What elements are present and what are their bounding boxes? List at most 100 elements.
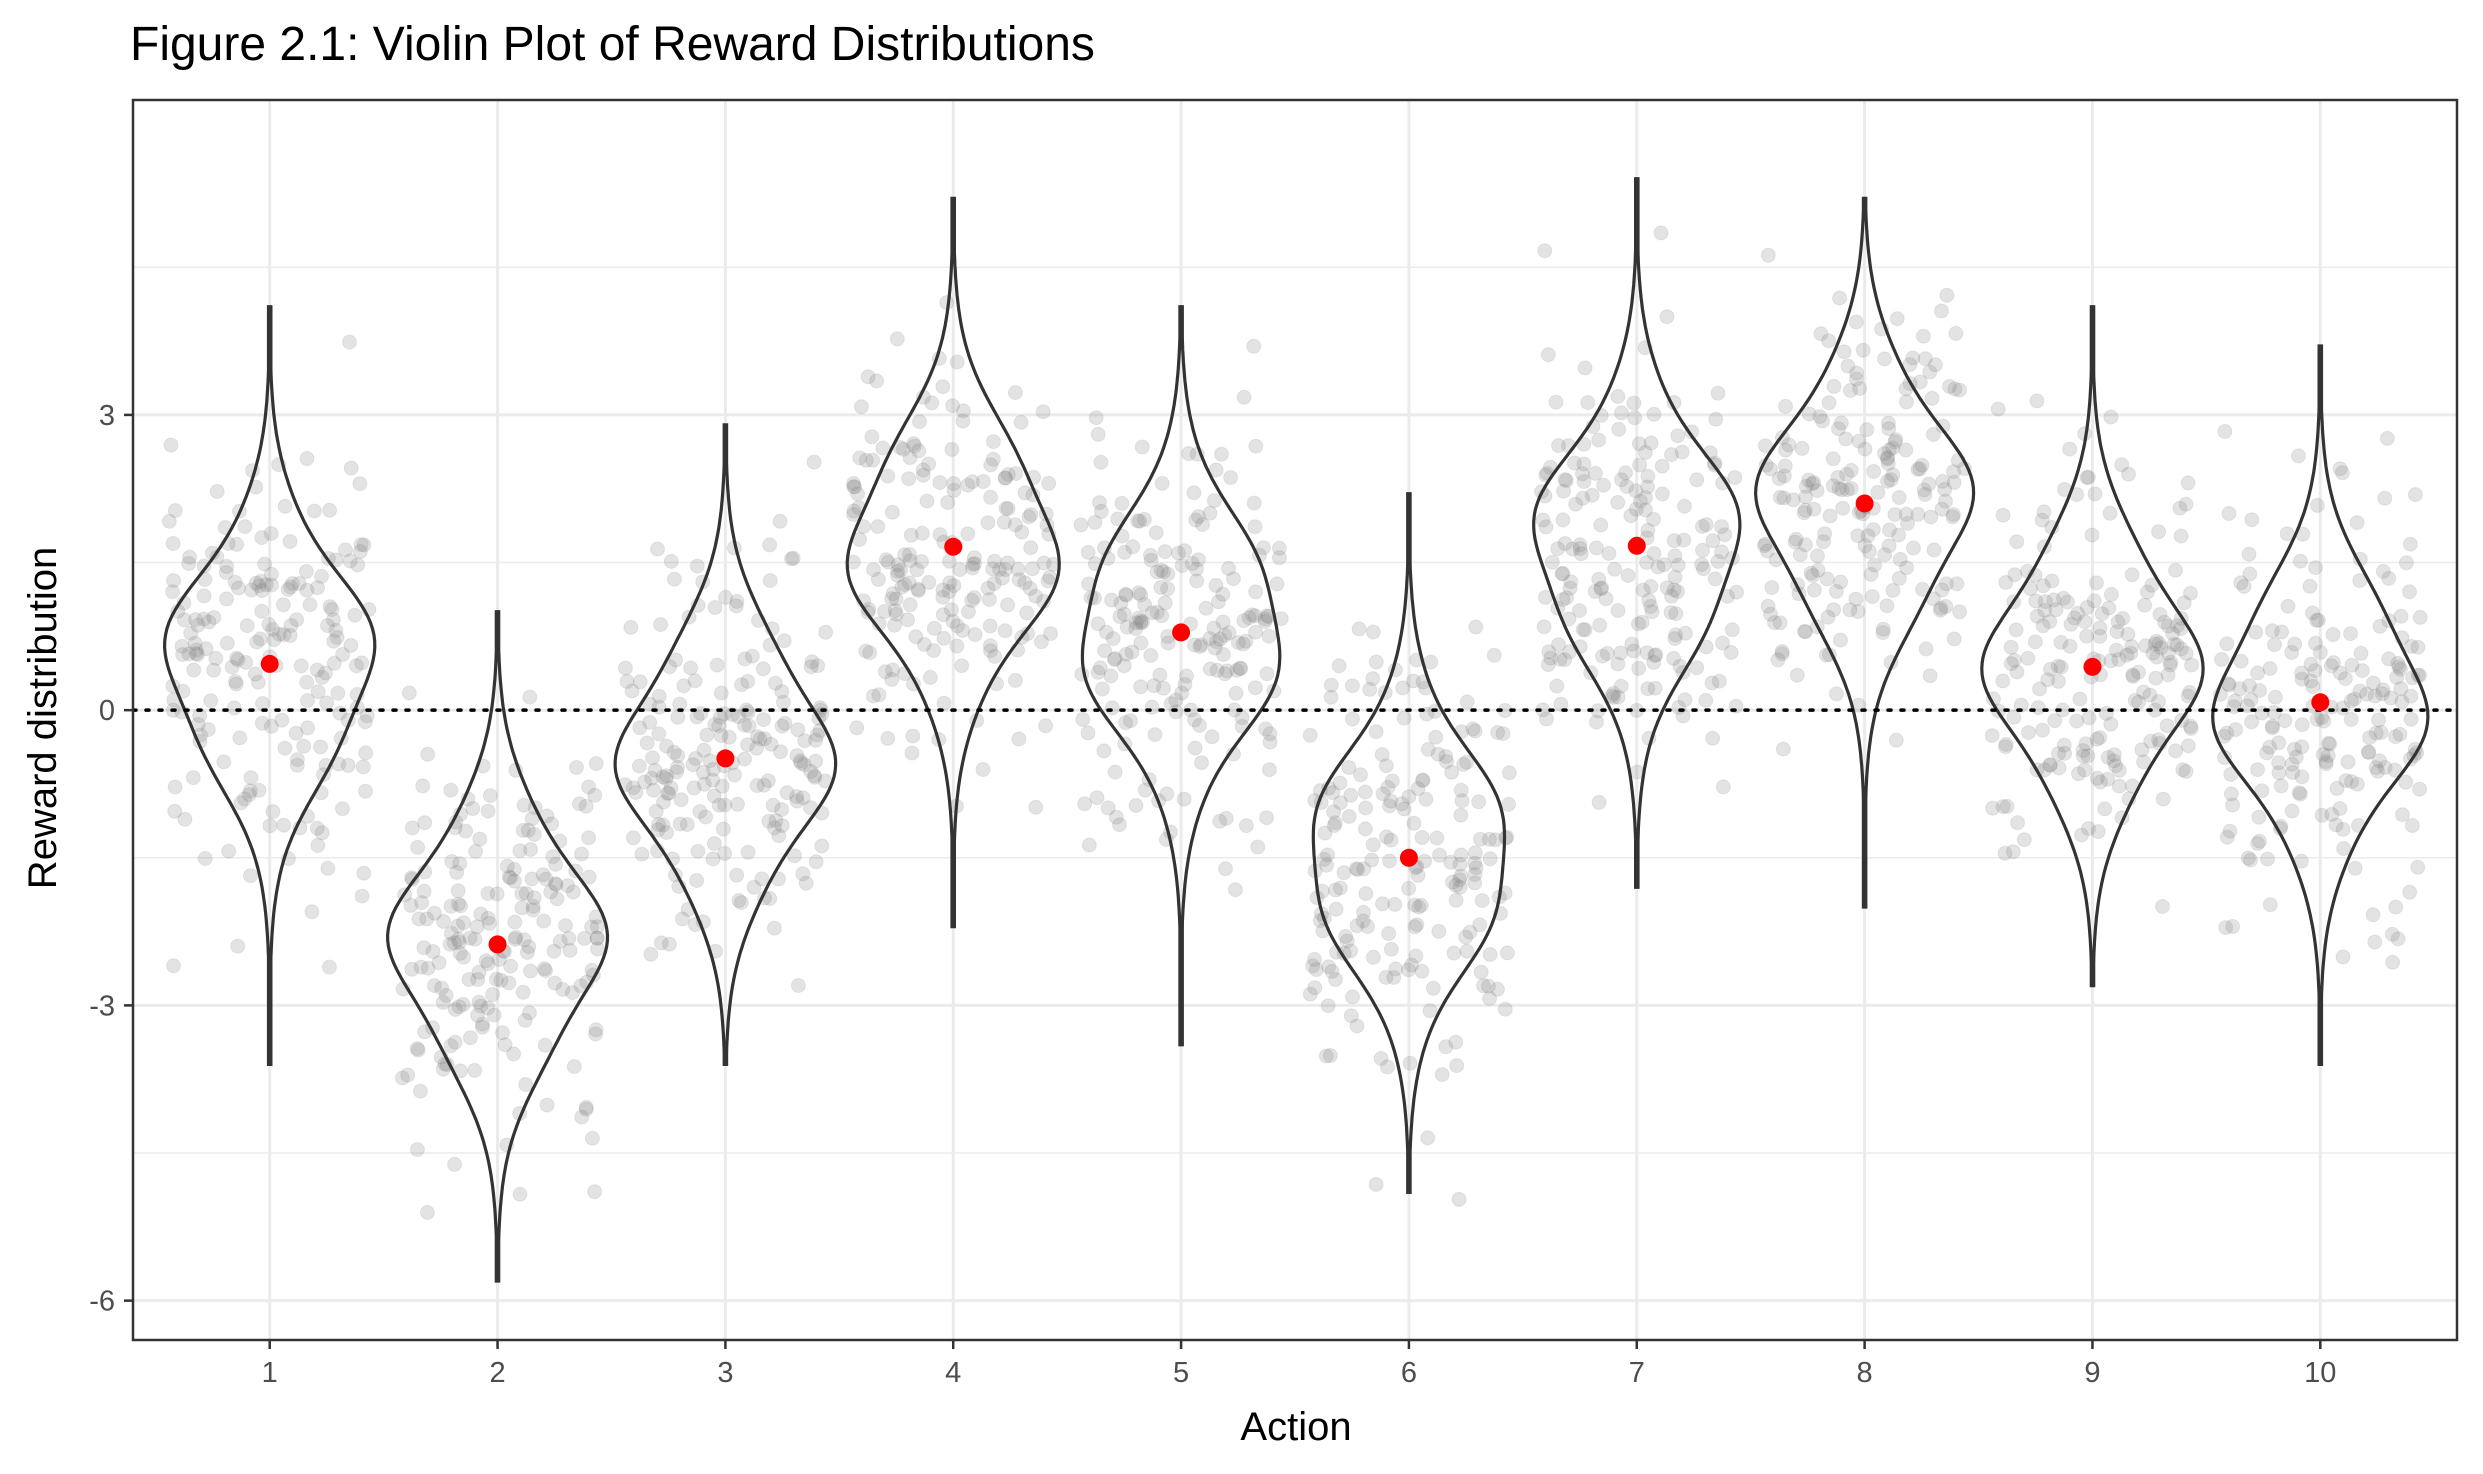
sample-point-action-1	[322, 599, 338, 615]
sample-point-action-6	[1355, 913, 1371, 929]
sample-point-action-8	[1848, 314, 1864, 330]
sample-point-action-3	[650, 541, 665, 557]
sample-point-action-5	[1174, 685, 1190, 701]
sample-point-action-5	[1144, 699, 1160, 715]
sample-point-action-3	[696, 742, 712, 758]
sample-point-action-9	[2035, 722, 2050, 738]
sample-point-action-2	[413, 959, 429, 975]
sample-point-action-8	[1843, 462, 1859, 478]
sample-point-action-7	[1551, 438, 1566, 454]
x-tick-label: 5	[1173, 1357, 1189, 1389]
sample-point-action-10	[2367, 934, 2383, 950]
sample-point-action-5	[1075, 711, 1091, 727]
sample-point-action-2	[480, 803, 496, 819]
sample-point-action-7	[1619, 479, 1635, 494]
sample-point-action-4	[889, 331, 905, 347]
sample-point-action-4	[1033, 634, 1049, 650]
violin-action-9	[1980, 305, 2205, 988]
sample-point-action-1	[227, 574, 243, 590]
sample-point-action-9	[2169, 637, 2185, 653]
sample-point-action-8	[1910, 461, 1926, 477]
sample-point-action-4	[922, 669, 938, 685]
sample-point-action-3	[796, 757, 812, 773]
sample-point-action-4	[900, 612, 916, 628]
sample-point-action-7	[1591, 794, 1607, 810]
sample-point-action-10	[2267, 637, 2282, 653]
sample-point-action-7	[1559, 590, 1575, 606]
sample-point-action-7	[1666, 650, 1682, 666]
sample-point-action-10	[2334, 465, 2350, 481]
sample-point-action-2	[411, 911, 427, 927]
sample-point-action-3	[795, 866, 811, 882]
sample-point-action-4	[909, 562, 925, 578]
sample-point-action-5	[1212, 813, 1228, 829]
sample-point-action-5	[1143, 547, 1158, 563]
sample-point-action-6	[1326, 804, 1342, 820]
sample-point-action-6	[1388, 961, 1404, 977]
sample-point-action-8	[1830, 470, 1846, 485]
sample-point-action-7	[1606, 689, 1621, 705]
sample-point-action-1	[342, 334, 357, 350]
sample-point-action-8	[1905, 540, 1921, 556]
sample-point-action-4	[987, 553, 1002, 569]
sample-point-action-5	[1217, 627, 1233, 643]
sample-point-action-2	[419, 911, 435, 927]
sample-point-action-7	[1584, 487, 1600, 503]
sample-point-action-1	[190, 617, 206, 633]
sample-point-action-6	[1336, 865, 1352, 881]
sample-point-action-6	[1490, 725, 1506, 740]
sample-point-action-5	[1104, 592, 1120, 608]
sample-point-action-9	[2183, 585, 2198, 601]
sample-point-action-2	[578, 798, 594, 814]
sample-point-action-10	[2259, 745, 2275, 761]
sample-point-action-8	[1828, 686, 1844, 702]
sample-point-action-2	[488, 971, 504, 987]
sample-point-action-7	[1588, 465, 1603, 481]
sample-point-action-9	[1999, 798, 2015, 814]
sample-point-action-5	[1248, 624, 1263, 640]
sample-point-action-5	[1187, 637, 1202, 653]
sample-point-action-9	[2092, 730, 2108, 746]
sample-point-action-9	[2124, 639, 2140, 655]
sample-point-action-9	[2175, 762, 2191, 778]
sample-point-action-5	[1143, 648, 1159, 663]
sample-point-action-1	[352, 476, 368, 492]
sample-point-action-1	[324, 602, 340, 617]
sample-point-action-2	[412, 1083, 428, 1099]
sample-point-action-10	[2344, 657, 2360, 673]
sample-point-action-5	[1124, 644, 1140, 660]
sample-point-action-2	[503, 958, 519, 974]
sample-point-action-10	[2384, 926, 2400, 942]
sample-point-action-8	[1880, 450, 1895, 466]
sample-point-action-1	[289, 757, 305, 773]
sample-point-action-2	[470, 972, 486, 988]
sample-point-action-7	[1593, 517, 1609, 533]
sample-point-action-7	[1575, 622, 1591, 638]
sample-point-action-3	[628, 785, 644, 800]
sample-point-action-6	[1401, 880, 1417, 896]
sample-point-action-8	[1887, 507, 1903, 523]
sample-point-action-1	[299, 582, 315, 598]
sample-point-action-10	[2232, 681, 2248, 697]
sample-point-action-2	[451, 934, 467, 950]
sample-point-action-7	[1572, 541, 1588, 557]
sample-point-action-8	[1775, 741, 1791, 757]
sample-point-action-5	[1107, 651, 1123, 667]
sample-point-action-5	[1227, 882, 1243, 898]
sample-point-action-10	[2375, 682, 2391, 698]
sample-point-action-8	[1865, 522, 1881, 538]
sample-point-action-10	[2381, 570, 2397, 586]
sample-point-action-1	[302, 597, 318, 613]
sample-point-action-9	[2016, 832, 2032, 848]
sample-point-action-10	[2335, 949, 2351, 965]
sample-point-action-10	[2402, 884, 2418, 900]
sample-point-action-10	[2309, 497, 2325, 513]
sample-point-action-2	[507, 931, 523, 947]
sample-point-action-7	[1549, 678, 1565, 694]
sample-point-action-4	[982, 618, 998, 634]
sample-point-action-9	[2051, 673, 2066, 689]
sample-point-action-8	[1898, 394, 1914, 410]
sample-point-action-3	[653, 617, 669, 633]
sample-point-action-9	[2169, 618, 2185, 634]
sample-point-action-6	[1501, 796, 1517, 812]
